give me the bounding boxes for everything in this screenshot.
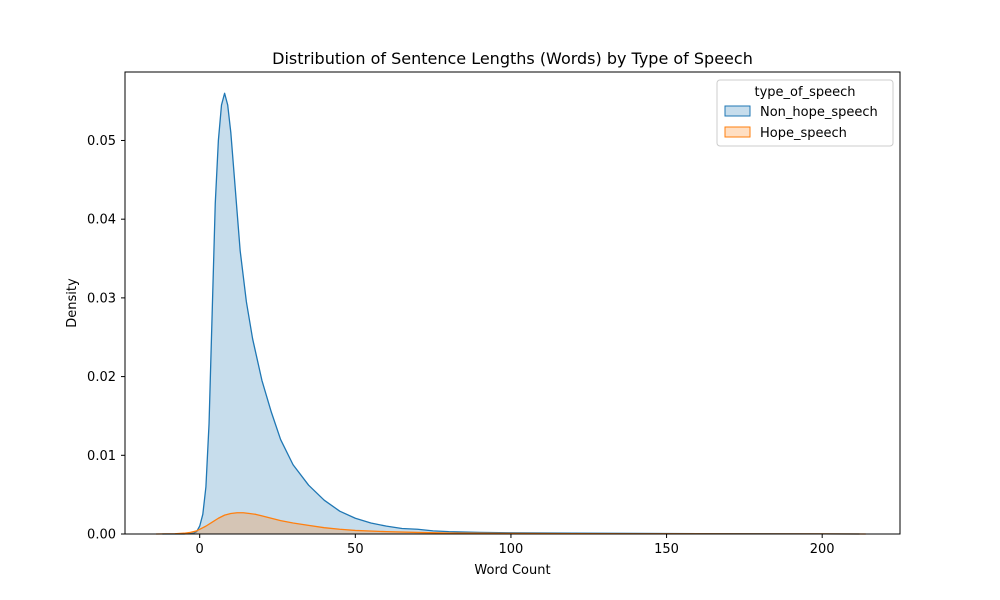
y-tick-label: 0.03 <box>87 291 116 306</box>
legend: type_of_speech Non_hope_speech Hope_spee… <box>716 79 894 147</box>
y-tick-label: 0.01 <box>87 449 116 464</box>
y-tick-label: 0.02 <box>87 370 116 385</box>
legend-box <box>716 79 894 147</box>
legend-label-hope-speech: Hope_speech <box>760 126 847 141</box>
x-axis-ticks: 0 50 100 150 200 <box>196 534 835 557</box>
x-tick-label: 100 <box>499 542 524 557</box>
y-tick-label: 0.00 <box>87 528 116 543</box>
x-axis-label: Word Count <box>474 563 550 578</box>
x-tick-label: 50 <box>347 542 364 557</box>
x-tick-label: 150 <box>654 542 679 557</box>
y-axis-ticks: 0.00 0.01 0.02 0.03 0.04 0.05 <box>87 134 125 543</box>
legend-label-non-hope-speech: Non_hope_speech <box>760 105 878 120</box>
density-line-hope-speech <box>156 512 866 535</box>
chart-title: Distribution of Sentence Lengths (Words)… <box>272 49 753 68</box>
y-tick-label: 0.04 <box>87 213 116 228</box>
plot-area-frame <box>124 71 901 535</box>
legend-swatch-hope-speech <box>724 126 751 138</box>
legend-title: type_of_speech <box>755 85 856 100</box>
legend-swatch-non-hope-speech <box>724 105 751 117</box>
x-tick-label: 0 <box>196 542 204 557</box>
x-tick-label: 200 <box>810 542 835 557</box>
y-axis-label: Density <box>65 278 80 328</box>
y-tick-label: 0.05 <box>87 134 116 149</box>
density-area-non-hope-speech <box>162 93 860 534</box>
series-layer <box>156 92 866 535</box>
density-line-non-hope-speech <box>162 92 860 535</box>
